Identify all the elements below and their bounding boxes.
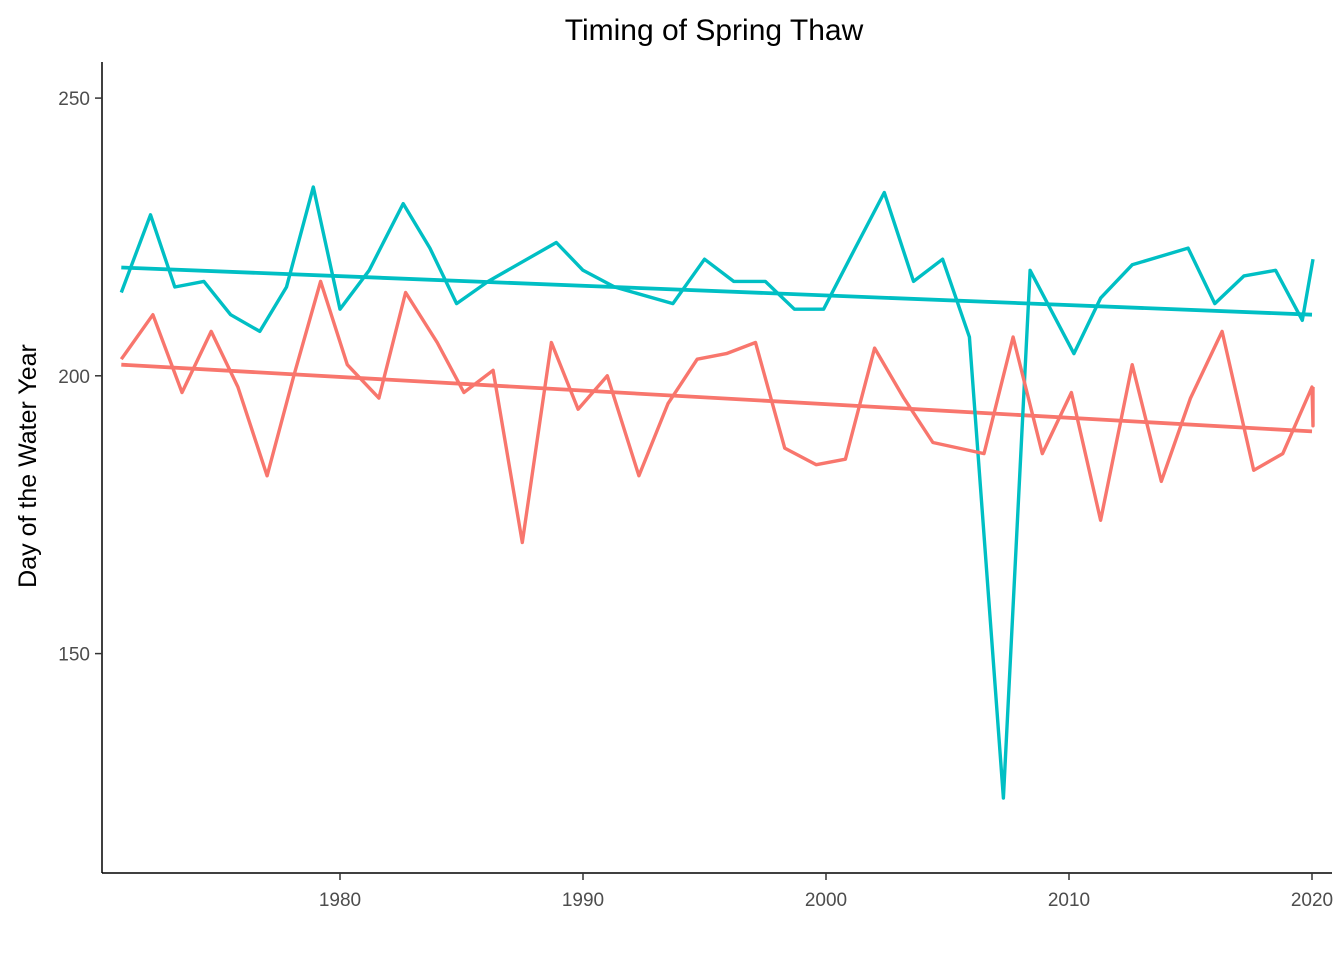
x-tick-label: 1980 — [319, 890, 361, 911]
series-layer — [119, 185, 1315, 800]
y-tick-label: 150 — [58, 645, 90, 666]
x-tick-label: 1990 — [562, 890, 604, 911]
x-tick-label: 2010 — [1048, 890, 1090, 911]
chart-title: Timing of Spring Thaw — [565, 14, 864, 47]
y-axis-ticks: 150 200 250 — [58, 89, 102, 666]
trend-layer — [121, 265, 1313, 434]
series-line-1 — [119, 185, 1315, 800]
series-line-2 — [119, 279, 1315, 545]
trend-line-1 — [121, 265, 1313, 317]
plot-area — [119, 185, 1315, 800]
y-tick-label: 200 — [58, 367, 90, 388]
x-tick-label: 2000 — [805, 890, 847, 911]
y-axis-label: Day of the Water Year — [14, 344, 42, 588]
trend-line-2 — [121, 362, 1313, 434]
x-axis-ticks: 1980 1990 2000 2010 2020 — [319, 873, 1333, 911]
y-tick-label: 250 — [58, 89, 90, 110]
x-tick-label: 2020 — [1291, 890, 1333, 911]
